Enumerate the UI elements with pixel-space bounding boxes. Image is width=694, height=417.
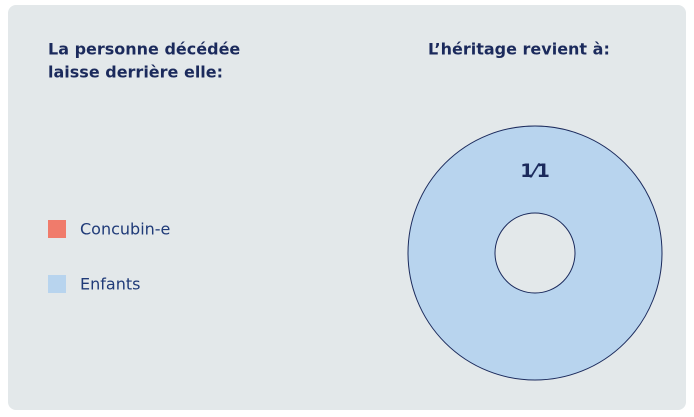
legend-title: La personne décédée	[48, 40, 240, 59]
value-label: 1⁄1	[520, 160, 550, 182]
legend-title: laisse derrière elle:	[48, 63, 223, 82]
pie-slice	[407, 125, 663, 381]
legend-label: Enfants	[80, 275, 140, 294]
chart-title: L’héritage revient à:	[428, 40, 610, 59]
legend-swatch	[48, 275, 66, 293]
legend-swatch	[48, 220, 66, 238]
legend-label: Concubin-e	[80, 220, 170, 239]
